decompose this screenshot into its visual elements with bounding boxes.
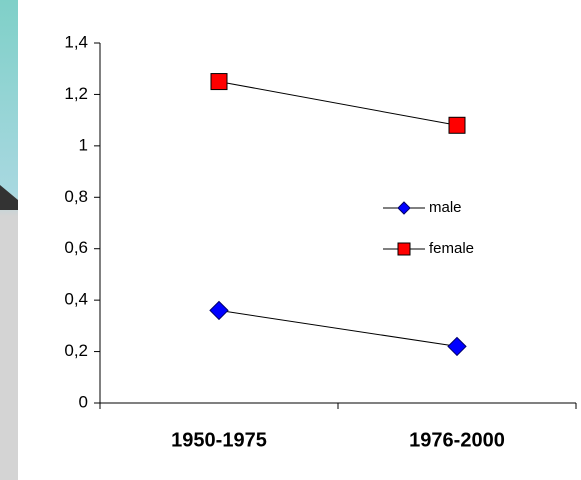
y-tick-label: 0,8	[64, 187, 88, 206]
legend-marker	[397, 242, 411, 256]
y-tick-label: 0,4	[64, 290, 88, 309]
y-tick-label: 0,6	[64, 238, 88, 257]
y-tick-label: 0	[79, 392, 88, 411]
y-tick-label: 1,4	[64, 32, 88, 51]
data-point	[447, 336, 467, 357]
panel	[18, 0, 581, 480]
side-shape	[0, 185, 18, 210]
series-line	[218, 81, 458, 126]
y-tick-label: 0,2	[64, 341, 88, 360]
side-strip	[0, 0, 18, 480]
legend-marker	[397, 201, 411, 215]
legend-label: male	[429, 199, 462, 216]
data-point	[448, 116, 466, 134]
x-tick-label: 1950-1975	[171, 429, 267, 451]
x-tick-label: 1976-2000	[409, 429, 505, 451]
y-tick-label: 1,2	[64, 84, 88, 103]
data-point	[210, 73, 228, 91]
series-line	[218, 309, 458, 347]
data-point	[209, 300, 229, 321]
y-tick-label: 1	[79, 135, 88, 154]
legend-label: female	[429, 240, 474, 257]
